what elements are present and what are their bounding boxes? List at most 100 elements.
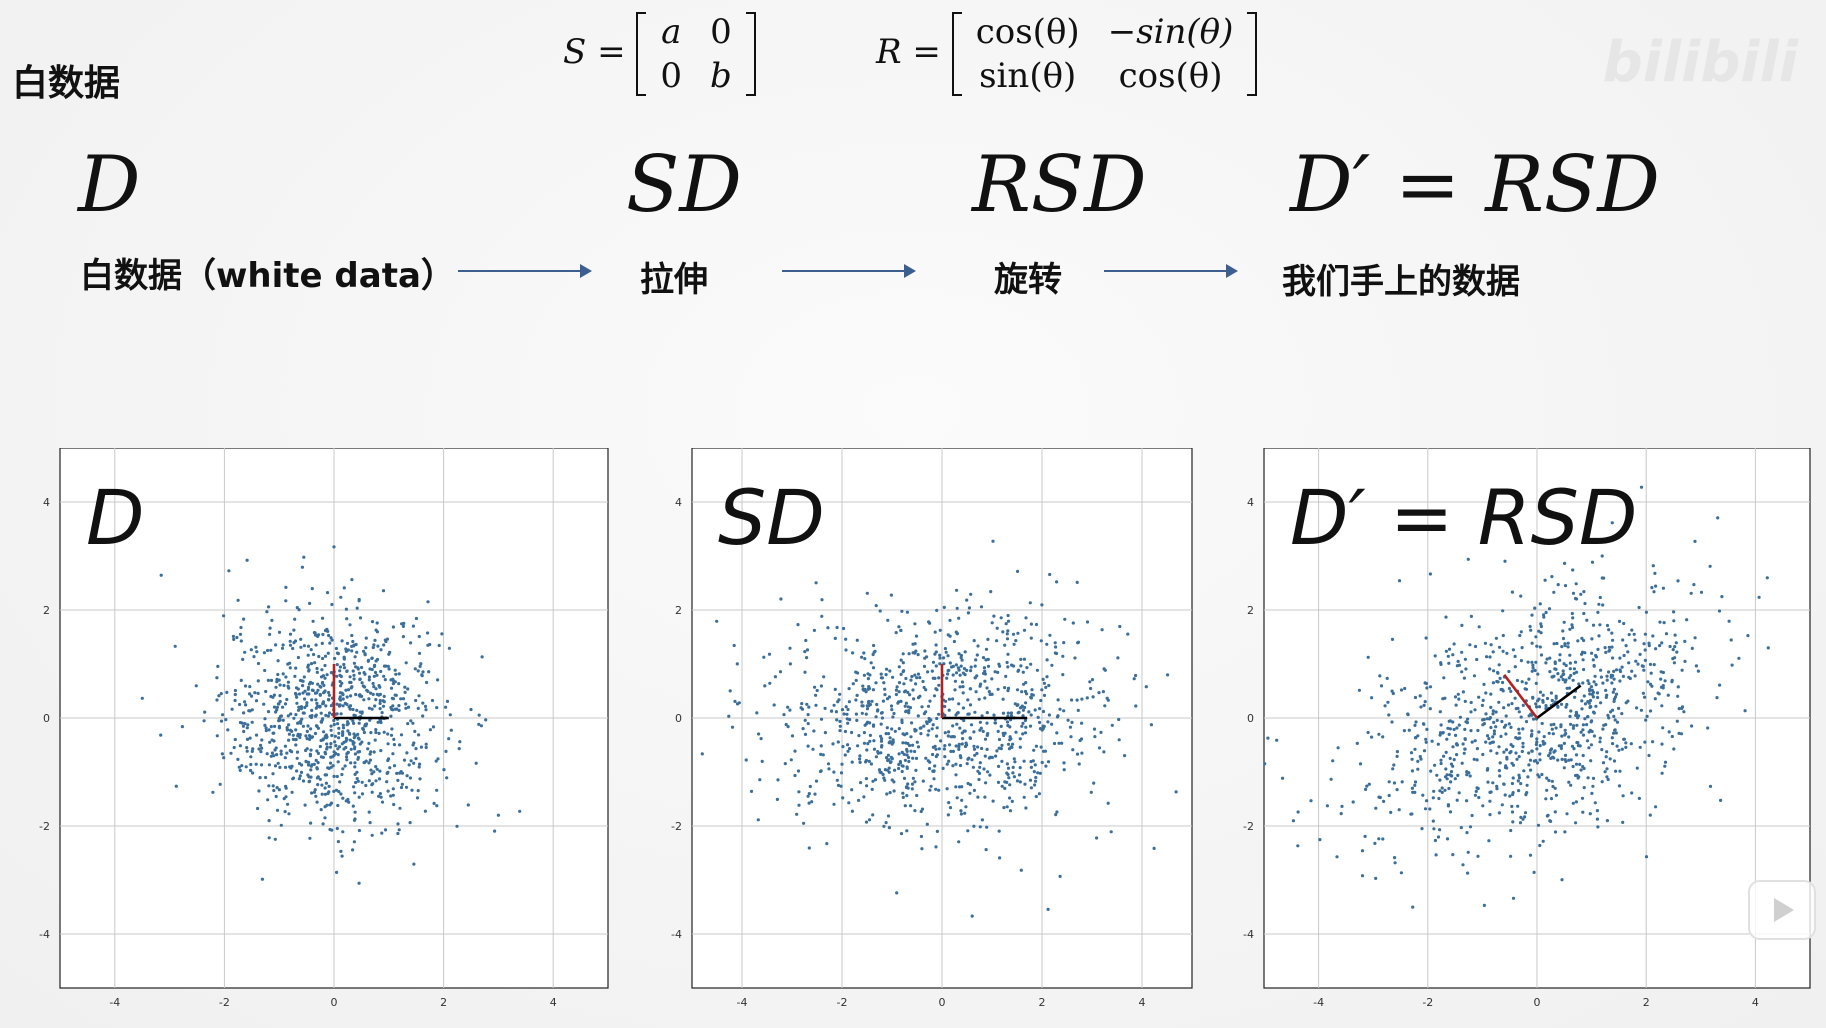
scatter-point [353, 772, 357, 776]
scatter-point [1566, 645, 1570, 649]
scatter-point [268, 740, 272, 744]
scatter-point [1545, 776, 1549, 780]
scatter-point [1336, 746, 1340, 750]
scatter-point [948, 618, 952, 622]
scatter-point [267, 819, 271, 823]
scatter-point [173, 644, 177, 648]
scatter-point [1663, 679, 1667, 683]
scatter-point [1541, 698, 1545, 703]
scatter-point [1296, 844, 1300, 848]
scatter-point [326, 651, 330, 655]
scatter-point [342, 666, 347, 670]
x-tick-label: -4 [1313, 996, 1324, 1009]
scatter-point [245, 746, 249, 750]
scatter-point [339, 684, 343, 688]
scatter-point [901, 795, 905, 799]
scatter-point [275, 680, 279, 684]
scatter-point [1038, 720, 1042, 725]
scatter-point [943, 731, 947, 735]
scatter-point [1542, 613, 1546, 617]
scatter-point [803, 670, 807, 674]
scatter-point [1538, 645, 1542, 649]
scatter-point [901, 791, 905, 795]
scatter-point [416, 706, 420, 710]
scatter-point [845, 712, 849, 716]
scatter-point [279, 714, 283, 718]
scatter-point [284, 675, 288, 679]
scatter-point [984, 647, 989, 651]
scatter-point [800, 702, 804, 706]
scatter-point [894, 631, 898, 635]
scatter-point [856, 744, 860, 748]
scatter-point [1607, 670, 1611, 674]
scatter-point [1553, 786, 1557, 790]
scatter-point [380, 711, 384, 715]
scatter-point [1056, 714, 1060, 718]
scatter-point [888, 791, 892, 795]
scatter-point [892, 789, 896, 793]
scatter-point [285, 751, 289, 755]
scatter-point [1534, 681, 1538, 685]
scatter-point [1034, 775, 1038, 780]
scatter-point [885, 697, 890, 701]
scatter-point [1552, 756, 1556, 760]
scatter-point [1318, 838, 1322, 842]
scatter-point [1565, 812, 1569, 816]
scatter-point [1386, 700, 1390, 704]
scatter-point [372, 685, 376, 689]
scatter-point [408, 821, 412, 825]
scatter-point [1592, 664, 1596, 668]
scatter-point [310, 688, 314, 692]
scatter-point [1497, 700, 1501, 704]
scatter-point [391, 625, 395, 629]
scatter-point [976, 769, 980, 773]
scatter-point [1620, 712, 1624, 716]
scatter-point [1006, 711, 1010, 715]
scatter-point [789, 758, 793, 762]
scatter-point [268, 632, 272, 636]
scatter-point [406, 722, 410, 726]
scatter-point [320, 681, 324, 685]
scatter-point [1664, 632, 1669, 636]
scatter-point [391, 793, 395, 797]
scatter-point [1021, 732, 1025, 736]
scatter-point [926, 704, 931, 708]
scatter-point [431, 725, 436, 729]
scatter-point [1004, 622, 1008, 626]
scatter-point [904, 741, 908, 745]
scatter-point [951, 749, 955, 753]
play-button[interactable] [1748, 880, 1816, 940]
scatter-point [1411, 790, 1415, 794]
scatter-point [336, 753, 340, 757]
scatter-point [298, 733, 302, 737]
scatter-point [1506, 703, 1511, 707]
scatter-point [990, 677, 994, 681]
scatter-point [364, 646, 368, 650]
scatter-point [292, 641, 296, 645]
scatter-point [1011, 765, 1015, 769]
scatter-point [332, 545, 336, 549]
scatter-point [884, 821, 888, 825]
scatter-point [437, 643, 441, 648]
scatter-point [1488, 813, 1492, 817]
scatter-point [865, 748, 869, 752]
scatter-point [427, 670, 431, 674]
scatter-point [806, 744, 810, 748]
scatter-point [1006, 742, 1011, 746]
scatter-point [922, 685, 926, 690]
y-tick-label: 0 [675, 712, 682, 725]
scatter-point [1530, 641, 1534, 645]
scatter-point [348, 675, 352, 679]
scatter-point [854, 698, 858, 702]
scatter-point [874, 681, 878, 685]
scatter-point [954, 773, 958, 777]
scatter-point [855, 693, 859, 697]
y-tick-label: 0 [43, 712, 50, 725]
scatter-point [295, 695, 299, 699]
scatter-point [457, 747, 461, 751]
scatter-point [879, 722, 883, 726]
scatter-point [267, 836, 271, 840]
scatter-point [1676, 694, 1680, 698]
scatter-point [1019, 868, 1023, 872]
scatter-point [335, 663, 339, 667]
